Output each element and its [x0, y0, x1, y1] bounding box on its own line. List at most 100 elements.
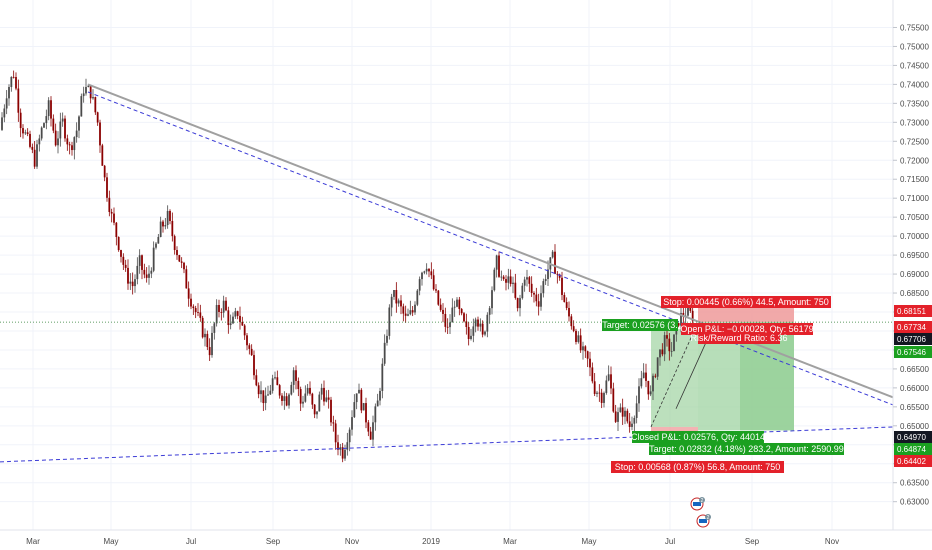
candle-body [313, 404, 316, 415]
annotation-box [632, 431, 764, 443]
candle-body [423, 271, 426, 273]
candle-body [246, 335, 248, 346]
candle-body [561, 277, 563, 295]
candle-body [467, 327, 470, 339]
candle-body [94, 97, 97, 113]
candle-body [274, 377, 276, 379]
candle-body [379, 390, 381, 401]
candle-body [57, 138, 59, 146]
candle-body [365, 403, 367, 423]
annotation-text: Target: 0.02832 (4.18%) 283.2, Amount: 2… [649, 444, 844, 454]
candle-body [178, 255, 181, 262]
annotation-text: Target: 0.02576 (3. [602, 320, 678, 330]
candle-body [17, 88, 20, 113]
candle-body [512, 282, 514, 284]
candle-body [659, 349, 661, 358]
candle-body [607, 374, 610, 381]
event-markers[interactable]: 22 [690, 497, 711, 528]
price-label-bg [894, 455, 932, 467]
candle-body [309, 387, 311, 394]
candle-body [628, 421, 631, 427]
time-axis[interactable]: Mar May Jul Sep Nov 2019 Mar May Jul Sep Nov [26, 537, 839, 546]
candle-body [323, 387, 325, 402]
x-tick-label: Mar [26, 537, 40, 546]
candle-body [15, 77, 17, 89]
y-tick-label: 0.72000 [900, 156, 929, 165]
y-tick-label: 0.65500 [900, 403, 929, 412]
candle-body [484, 331, 486, 335]
candle-body [176, 250, 178, 256]
candle-body [120, 250, 122, 257]
candle-body [579, 335, 582, 351]
candle-body [192, 306, 195, 309]
candle-body [218, 304, 220, 312]
flag-count: 2 [701, 498, 704, 504]
candle-body [668, 338, 671, 352]
y-tick-label: 0.73500 [900, 99, 929, 108]
candle-body [680, 312, 682, 326]
candle-body [649, 391, 652, 395]
candle-body [1, 117, 3, 130]
candle-body [414, 304, 416, 313]
candle-body [173, 236, 176, 251]
candle-body [603, 392, 605, 403]
candle-body [598, 392, 601, 394]
candle-body [290, 384, 293, 395]
candle-body [339, 447, 342, 450]
candle-body [432, 275, 435, 290]
y-tick-label: 0.73000 [900, 118, 929, 127]
candle-body [654, 375, 657, 377]
candle-body [148, 273, 150, 278]
price-label-bg [894, 333, 932, 345]
price-label-text: 0.64874 [897, 445, 926, 454]
y-tick-label: 0.75000 [900, 42, 929, 51]
position-connector-1 [650, 322, 699, 428]
candle-body [437, 290, 440, 305]
candle-body [54, 130, 57, 146]
candle-body [26, 132, 29, 134]
candle-body [85, 87, 87, 94]
x-tick-label: Jul [186, 537, 196, 546]
candle-body [621, 407, 624, 417]
candle-body [3, 108, 6, 118]
candle-body [600, 392, 603, 403]
event-marker-flag[interactable]: 2 [690, 497, 705, 511]
candle-body [131, 281, 134, 287]
candle-body [213, 323, 216, 333]
candle-body [281, 395, 283, 401]
candle-body [530, 283, 533, 293]
candle-body [201, 317, 204, 338]
price-label-bg [894, 431, 932, 443]
candle-body [390, 296, 393, 308]
candle-body [481, 323, 484, 335]
candle-body [159, 221, 162, 237]
candle-body [306, 387, 309, 394]
candle-body [108, 197, 111, 212]
candle-body [327, 397, 330, 400]
candle-body [584, 346, 587, 352]
candle-body [162, 221, 164, 227]
candle-body [145, 274, 148, 278]
y-tick-label: 0.66500 [900, 365, 929, 374]
candle-body [136, 265, 139, 280]
candle-body [353, 402, 356, 418]
candle-body [458, 299, 461, 309]
candle-body [197, 312, 199, 313]
candle-body [453, 306, 456, 308]
candle-body [222, 300, 225, 313]
candle-body [152, 247, 155, 271]
candle-body [82, 93, 85, 97]
candle-body [129, 281, 132, 284]
candle-body [670, 351, 673, 352]
candle-body [631, 423, 633, 427]
candle-body [311, 393, 314, 405]
candle-body [19, 112, 22, 129]
event-marker-flag[interactable]: 2 [696, 514, 711, 528]
candle-body [596, 392, 598, 394]
candle-body [36, 144, 38, 167]
candle-body [619, 407, 622, 413]
candle-body [138, 255, 141, 266]
candle-body [463, 313, 465, 322]
candle-body [460, 308, 463, 314]
